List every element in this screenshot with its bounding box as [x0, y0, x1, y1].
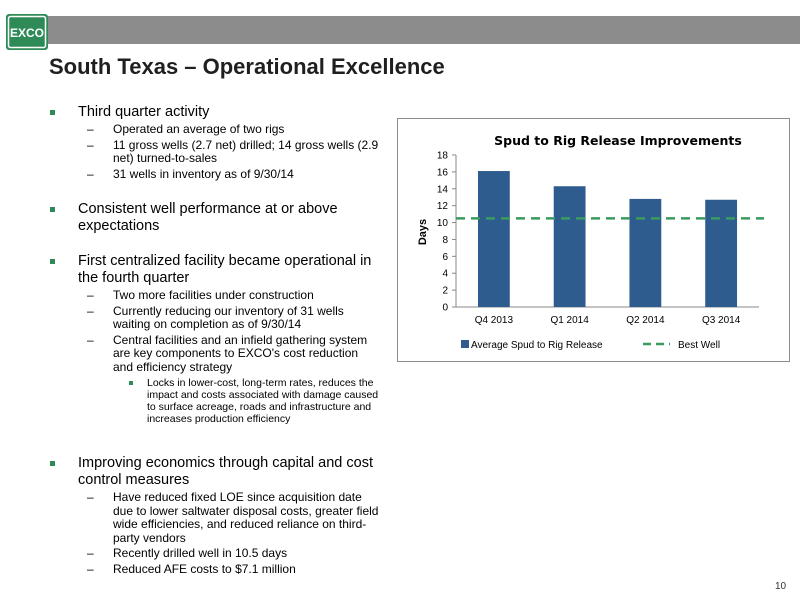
bar — [705, 199, 738, 307]
sub-bullet-item: – Currently reducing our inventory of 31… — [50, 303, 380, 332]
dash-marker: – — [87, 288, 94, 302]
sub-bullet-text: Reduced AFE costs to $7.1 million — [113, 561, 296, 576]
page-number: 10 — [775, 581, 787, 592]
sub-bullet-item: – Recently drilled well in 10.5 days — [50, 546, 380, 561]
y-tick-label: 14 — [437, 184, 449, 195]
logo-text: EXCO — [10, 26, 44, 40]
bullet-text: Consistent well performance at or above … — [78, 201, 338, 234]
legend-label: Average Spud to Rig Release — [471, 340, 603, 351]
y-tick-label: 8 — [442, 235, 448, 246]
sub-bullet-item: – 31 wells in inventory as of 9/30/14 — [50, 166, 380, 182]
y-tick-label: 6 — [442, 252, 448, 263]
sub-bullet-text: 11 gross wells (2.7 net) drilled; 14 gro… — [113, 137, 379, 165]
exco-logo: EXCO — [6, 14, 48, 50]
dash-marker: – — [87, 166, 94, 181]
bar-chart: Spud to Rig Release Improvements Days 0 2… — [417, 133, 764, 351]
y-tick-label: 16 — [437, 167, 449, 178]
bullet-text: Third quarter activity — [78, 104, 210, 120]
sub-bullet-text: Recently drilled well in 10.5 days — [113, 546, 288, 560]
chart-container: Spud to Rig Release Improvements Days 0 2… — [397, 118, 790, 362]
legend-label: Best Well — [678, 340, 720, 351]
sub-bullet-text: Two more facilities under construction — [113, 288, 314, 302]
bullet-text: Improving economics through capital and … — [78, 455, 373, 488]
dash-marker: – — [87, 490, 94, 504]
sub-bullet-item: – Central facilities and an infield gath… — [50, 332, 380, 375]
page-title: South Texas – Operational Excellence — [49, 54, 445, 79]
bullet-square-icon — [50, 207, 55, 212]
x-tick-label: Q2 2014 — [626, 315, 665, 326]
sub-bullet-text: 31 wells in inventory as of 9/30/14 — [113, 166, 294, 181]
sub-bullet-item: – Have reduced fixed LOE since acquisiti… — [50, 490, 380, 545]
sub-bullet-text: Operated an average of two rigs — [113, 122, 285, 136]
bullet-item: First centralized facility became operat… — [50, 253, 380, 287]
bar — [553, 186, 586, 307]
x-tick-label: Q3 2014 — [702, 315, 741, 326]
bullet-square-icon — [129, 381, 133, 385]
bullet-item: Third quarter activity — [50, 104, 380, 121]
header-bar — [48, 16, 800, 44]
sub-bullet-text: Central facilities and an infield gather… — [113, 332, 368, 374]
sub-bullet-item: – Reduced AFE costs to $7.1 million — [50, 561, 380, 577]
y-tick-label: 2 — [442, 286, 448, 297]
bullet-square-icon — [50, 110, 55, 115]
bullet-text: First centralized facility became operat… — [78, 253, 372, 286]
x-tick-label: Q1 2014 — [550, 315, 589, 326]
sub-bullet-item: – Two more facilities under construction — [50, 288, 380, 303]
legend-swatch-bar — [461, 340, 469, 348]
bar — [477, 171, 510, 307]
dash-marker: – — [87, 122, 94, 136]
y-tick-label: 0 — [442, 303, 448, 314]
dash-marker: – — [87, 303, 94, 318]
dash-marker: – — [87, 561, 94, 576]
dash-marker: – — [87, 137, 94, 152]
y-tick-label: 12 — [437, 201, 449, 212]
y-axis-label: Days — [417, 219, 429, 245]
sub-bullet-text: Currently reducing our inventory of 31 w… — [113, 303, 344, 331]
dash-marker: – — [87, 546, 94, 560]
sub-bullet-text: Have reduced fixed LOE since acquisition… — [113, 490, 379, 545]
sub-sub-bullet-item: Locks in lower-cost, long-term rates, re… — [50, 377, 380, 425]
sub-sub-bullet-text: Locks in lower-cost, long-term rates, re… — [147, 377, 379, 425]
sub-bullet-item: – 11 gross wells (2.7 net) drilled; 14 g… — [50, 137, 380, 166]
bullet-list: Third quarter activity – Operated an ave… — [50, 104, 380, 576]
y-tick-label: 10 — [437, 218, 449, 229]
dash-marker: – — [87, 332, 94, 347]
sub-bullet-item: – Operated an average of two rigs — [50, 122, 380, 137]
bullet-square-icon — [50, 461, 55, 466]
y-tick-label: 18 — [437, 151, 449, 162]
bullet-item: Improving economics through capital and … — [50, 455, 380, 489]
chart-title: Spud to Rig Release Improvements — [494, 133, 742, 148]
bullet-item: Consistent well performance at or above … — [50, 201, 380, 235]
bullet-square-icon — [50, 259, 55, 264]
bar — [629, 198, 662, 307]
x-tick-label: Q4 2013 — [475, 315, 514, 326]
y-tick-label: 4 — [442, 269, 448, 280]
